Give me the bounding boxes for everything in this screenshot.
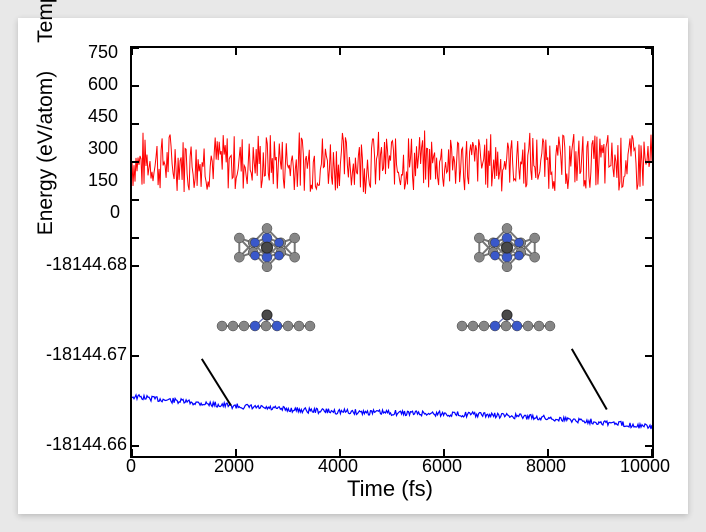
energy-line (132, 395, 652, 429)
ytick-bot-2: -18144.66 (46, 434, 127, 455)
ytick-top-450: 450 (88, 106, 118, 127)
ytick-bot-1: -18144.67 (46, 344, 127, 365)
ytick-top-0: 0 (110, 202, 120, 223)
ytick-top-750: 750 (88, 42, 118, 63)
figure-panel: Temperature (K) Energy (eV/atom) Time (f… (18, 18, 688, 514)
molecule-inset-left (192, 208, 342, 348)
ytick-top-150: 150 (88, 170, 118, 191)
y-axis-label-energy: Energy (eV/atom) (34, 48, 58, 258)
ytick-top-600: 600 (88, 74, 118, 95)
temperature-line (132, 131, 652, 194)
ytick-bot-0: -18144.68 (46, 254, 127, 275)
x-axis-label: Time (fs) (130, 476, 650, 502)
plot-area (130, 46, 654, 458)
ytick-top-300: 300 (88, 138, 118, 159)
molecule-inset-right (432, 208, 582, 348)
